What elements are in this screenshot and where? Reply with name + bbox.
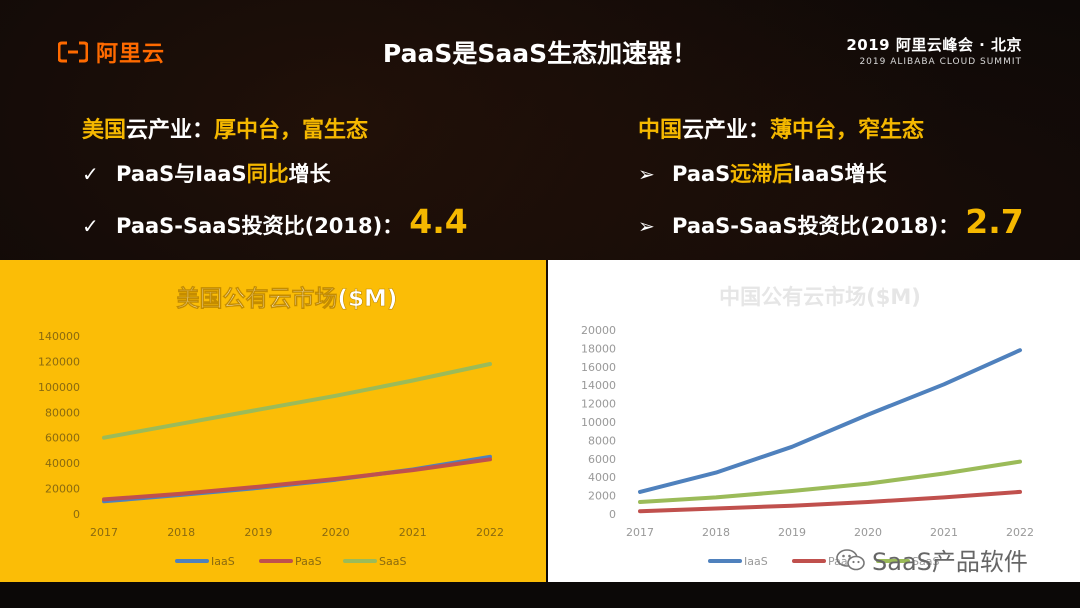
cn-bullet-growth-highlight: 远滞后 (730, 162, 794, 186)
cn-x-tick-label: 2020 (854, 526, 882, 539)
us-bullet-ratio-text: PaaS-SaaS投资比(2018)： (116, 214, 404, 238)
cn-y-tick-label: 0 (609, 508, 616, 521)
summit-line-2: 2019 ALIBABA CLOUD SUMMIT (859, 57, 1022, 67)
us-heading-prefix: 美国 (82, 118, 127, 143)
cn-y-tick-label: 2000 (588, 490, 616, 503)
cn-y-tick-label: 4000 (588, 471, 616, 484)
slide-title: PaaS是SaaS生态加速器！ (382, 39, 698, 68)
cn-y-tick-label: 8000 (588, 434, 616, 447)
us-bullet-ratio: ✓ PaaS-SaaS投资比(2018)： 4.4 (82, 202, 468, 241)
cn-x-tick-label: 2022 (1006, 526, 1034, 539)
us-y-tick-label: 80000 (45, 406, 80, 419)
cn-y-tick-label: 10000 (581, 416, 616, 429)
cn-legend-label: IaaS (744, 555, 768, 568)
cn-bullet-growth-b: IaaS增长 (793, 162, 887, 186)
us-x-tick-label: 2022 (476, 526, 504, 539)
cn-market-chart: 中国公有云市场($M) 0 2000 4000 6000 8000 10000 12000 14… (581, 285, 1034, 568)
cn-x-tick-label: 2018 (702, 526, 730, 539)
us-y-tick-label: 120000 (38, 355, 80, 368)
arrow-bullet-icon: ➢ (638, 162, 655, 186)
cn-heading-prefix: 中国 (638, 118, 683, 143)
cn-x-tick-label: 2017 (626, 526, 654, 539)
us-ratio-value: 4.4 (409, 202, 468, 241)
wechat-icon (836, 548, 865, 570)
cn-y-tick-label: 20000 (581, 324, 616, 337)
cn-y-tick-label: 6000 (588, 453, 616, 466)
cn-bullet-growth: ➢ PaaS 远滞后 IaaS增长 (638, 158, 1024, 188)
us-y-tick-label: 0 (73, 508, 80, 521)
cn-heading-value: 薄中台，窄生态 (770, 118, 925, 143)
us-legend-label: PaaS (295, 555, 322, 568)
brand-logo: 阿里云 (58, 36, 165, 68)
us-y-tick-label: 40000 (45, 457, 80, 470)
cn-x-tick-label: 2019 (778, 526, 806, 539)
cn-bullet-ratio: ➢ PaaS-SaaS投资比(2018)： 2.7 (638, 202, 1024, 241)
us-bullet-growth-highlight: 同比 (246, 162, 289, 186)
cn-series-line-iaas (638, 348, 1022, 494)
cn-y-tick-label: 12000 (581, 398, 616, 411)
cn-series-line-paas (638, 489, 1022, 514)
arrow-bullet-icon: ➢ (638, 214, 655, 238)
us-series-line-paas (102, 457, 492, 502)
cn-heading: 中国云产业：薄中台，窄生态 (638, 112, 1024, 144)
cn-summary: 中国云产业：薄中台，窄生态 ➢ PaaS 远滞后 IaaS增长 ➢ PaaS-Saa… (638, 112, 1024, 241)
us-y-tick-label: 60000 (45, 432, 80, 445)
cn-y-tick-label: 18000 (581, 342, 616, 355)
cn-y-tick-label: 14000 (581, 379, 616, 392)
check-icon: ✓ (82, 162, 99, 186)
watermark: SaaS产品软件 (836, 542, 1028, 577)
us-legend-label: IaaS (211, 555, 235, 568)
aliyun-logo-icon (58, 41, 88, 63)
cn-chart-title: 中国公有云市场($M) (719, 285, 921, 309)
us-chart-panel: 美国公有云市场($M) 0 20000 40000 60000 80000 100000 12… (0, 260, 546, 582)
cn-legend-label: SaaS (912, 555, 939, 568)
cn-chart-panel: 中国公有云市场($M) 0 2000 4000 6000 8000 10000 12000 14… (548, 260, 1080, 582)
us-bullet-growth-b: 增长 (288, 162, 331, 186)
summit-line-1: 2019 阿里云峰会 · 北京 (846, 36, 1022, 54)
summit-badge: 2019 阿里云峰会 · 北京 2019 ALIBABA CLOUD SUMMI… (846, 34, 1022, 67)
us-bullet-growth-a: PaaS与IaaS (116, 162, 247, 186)
cn-y-tick-label: 16000 (581, 361, 616, 374)
us-y-tick-label: 20000 (45, 483, 80, 496)
us-heading-rest: 云产业： (126, 118, 215, 143)
us-x-tick-label: 2019 (244, 526, 272, 539)
logo-text: 阿里云 (96, 42, 166, 67)
check-icon: ✓ (82, 214, 99, 238)
cn-ratio-value: 2.7 (965, 202, 1024, 241)
cn-x-tick-label: 2021 (930, 526, 958, 539)
cn-bullet-ratio-text: PaaS-SaaS投资比(2018)： (672, 214, 960, 238)
us-bullet-growth: ✓ PaaS与IaaS 同比 增长 (82, 158, 468, 188)
us-x-tick-label: 2018 (167, 526, 195, 539)
us-summary: 美国云产业：厚中台，富生态 ✓ PaaS与IaaS 同比 增长 ✓ PaaS-Saa… (82, 112, 468, 241)
us-chart-title: 美国公有云市场($M) (177, 285, 398, 312)
cn-bullet-growth-a: PaaS (672, 162, 731, 186)
us-x-tick-label: 2021 (399, 526, 427, 539)
watermark-text: SaaS产品软件 (872, 548, 1028, 576)
us-y-tick-label: 100000 (38, 381, 80, 394)
us-heading: 美国云产业：厚中台，富生态 (82, 112, 468, 144)
us-legend-label: SaaS (379, 555, 406, 568)
cn-series-line-saas (638, 459, 1022, 504)
us-x-tick-label: 2017 (90, 526, 118, 539)
us-x-tick-label: 2020 (322, 526, 350, 539)
us-heading-value: 厚中台，富生态 (214, 118, 369, 143)
cn-heading-rest: 云产业： (682, 118, 771, 143)
us-market-chart: 美国公有云市场($M) 0 20000 40000 60000 80000 100000 12… (38, 285, 504, 568)
us-series-line-saas (102, 362, 492, 440)
us-y-tick-label: 140000 (38, 330, 80, 343)
